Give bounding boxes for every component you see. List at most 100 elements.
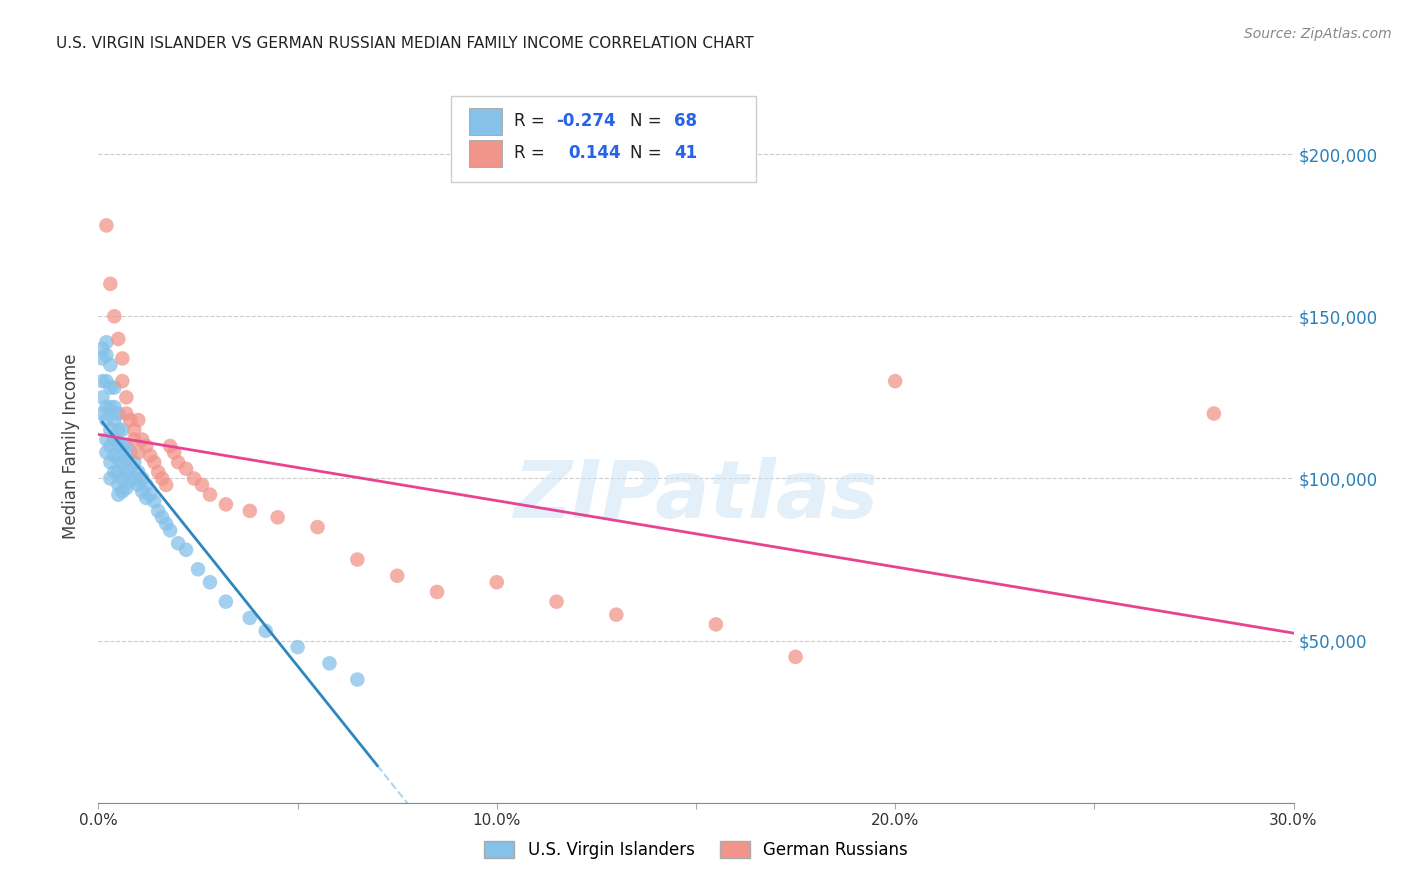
Point bbox=[103, 433, 125, 447]
Point bbox=[111, 374, 134, 388]
Point bbox=[103, 449, 125, 463]
Point bbox=[187, 562, 209, 576]
Point bbox=[148, 504, 170, 518]
Point bbox=[103, 381, 125, 395]
Text: R =: R = bbox=[515, 112, 546, 130]
Bar bbox=[470, 140, 502, 167]
Bar bbox=[470, 108, 502, 135]
Point bbox=[91, 390, 114, 404]
Point bbox=[139, 449, 162, 463]
Point bbox=[148, 465, 170, 479]
Text: N =: N = bbox=[630, 112, 662, 130]
Point bbox=[704, 617, 727, 632]
Point bbox=[346, 673, 368, 687]
Point bbox=[107, 332, 129, 346]
Point bbox=[120, 413, 142, 427]
Point bbox=[98, 455, 122, 469]
Point bbox=[96, 219, 118, 233]
Point bbox=[135, 491, 157, 505]
Point bbox=[111, 484, 134, 499]
Text: 0.144: 0.144 bbox=[568, 145, 620, 162]
Point bbox=[98, 439, 122, 453]
Point bbox=[254, 624, 277, 638]
Point bbox=[150, 510, 173, 524]
Point bbox=[124, 433, 146, 447]
Point bbox=[131, 471, 153, 485]
Point bbox=[127, 445, 149, 459]
Point bbox=[107, 488, 129, 502]
Point bbox=[426, 585, 449, 599]
Point bbox=[96, 413, 118, 427]
Text: N =: N = bbox=[630, 145, 662, 162]
Point bbox=[485, 575, 508, 590]
Point bbox=[107, 439, 129, 453]
Point bbox=[131, 433, 153, 447]
Point bbox=[115, 452, 138, 467]
Point bbox=[96, 445, 118, 459]
Point bbox=[103, 310, 125, 324]
Point bbox=[239, 611, 262, 625]
Point bbox=[115, 390, 138, 404]
Text: -0.274: -0.274 bbox=[557, 112, 616, 130]
Point bbox=[385, 568, 409, 582]
Point bbox=[107, 478, 129, 492]
Point bbox=[183, 471, 205, 485]
Y-axis label: Median Family Income: Median Family Income bbox=[62, 353, 80, 539]
Point bbox=[174, 461, 197, 475]
Point bbox=[215, 595, 238, 609]
Point bbox=[91, 407, 114, 421]
Point bbox=[215, 497, 238, 511]
Point bbox=[124, 423, 146, 437]
Point bbox=[107, 452, 129, 467]
Text: 41: 41 bbox=[675, 145, 697, 162]
Point bbox=[115, 439, 138, 453]
Point bbox=[103, 413, 125, 427]
Point bbox=[91, 342, 114, 356]
Point bbox=[163, 445, 186, 459]
Point bbox=[150, 471, 173, 485]
Point bbox=[198, 488, 221, 502]
Point bbox=[143, 494, 166, 508]
Point bbox=[135, 439, 157, 453]
Point bbox=[346, 552, 368, 566]
Point bbox=[155, 478, 177, 492]
Point bbox=[96, 335, 118, 350]
Point bbox=[124, 471, 146, 485]
Point bbox=[135, 478, 157, 492]
Point bbox=[98, 471, 122, 485]
Point bbox=[884, 374, 907, 388]
Point bbox=[239, 504, 262, 518]
Point bbox=[107, 407, 129, 421]
Point bbox=[111, 455, 134, 469]
Point bbox=[98, 400, 122, 414]
Point bbox=[98, 423, 122, 437]
Point bbox=[143, 455, 166, 469]
Point bbox=[96, 374, 118, 388]
Point bbox=[111, 439, 134, 453]
Point bbox=[159, 439, 181, 453]
Point bbox=[103, 465, 125, 479]
Point bbox=[124, 455, 146, 469]
Point bbox=[127, 478, 149, 492]
Point bbox=[159, 524, 181, 538]
Point bbox=[167, 455, 190, 469]
Point bbox=[96, 400, 118, 414]
Text: 68: 68 bbox=[675, 112, 697, 130]
Point bbox=[98, 381, 122, 395]
Point bbox=[174, 542, 197, 557]
Point bbox=[546, 595, 568, 609]
Legend: U.S. Virgin Islanders, German Russians: U.S. Virgin Islanders, German Russians bbox=[478, 834, 914, 866]
Text: U.S. VIRGIN ISLANDER VS GERMAN RUSSIAN MEDIAN FAMILY INCOME CORRELATION CHART: U.S. VIRGIN ISLANDER VS GERMAN RUSSIAN M… bbox=[56, 36, 754, 51]
Point bbox=[120, 461, 142, 475]
Point bbox=[267, 510, 290, 524]
Point bbox=[139, 488, 162, 502]
Point bbox=[115, 481, 138, 495]
Point bbox=[96, 433, 118, 447]
Point bbox=[1202, 407, 1225, 421]
Point bbox=[167, 536, 190, 550]
Point bbox=[91, 351, 114, 366]
Point bbox=[115, 465, 138, 479]
Text: ZIPatlas: ZIPatlas bbox=[513, 457, 879, 535]
Point bbox=[287, 640, 309, 654]
Point bbox=[307, 520, 329, 534]
